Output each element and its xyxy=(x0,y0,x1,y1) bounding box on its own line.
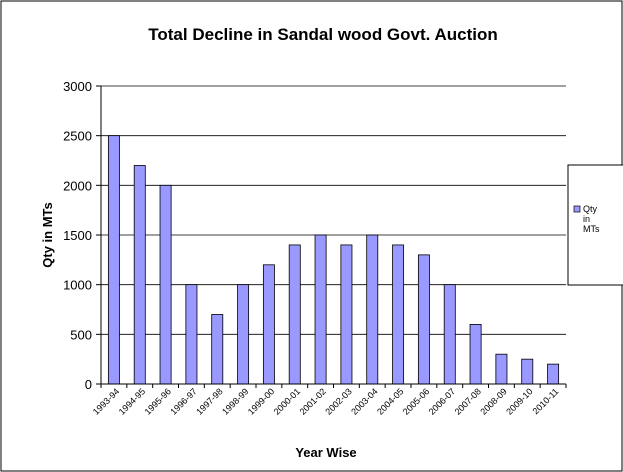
bar-1993-94 xyxy=(107,135,120,385)
bar-1996-97 xyxy=(185,284,198,385)
bar-2007-08 xyxy=(469,323,482,385)
bar-2005-06 xyxy=(417,254,430,385)
y-tick-label: 1000 xyxy=(63,278,92,293)
bar-1997-98 xyxy=(211,314,224,385)
legend-label-line-2: in xyxy=(583,214,590,224)
bars xyxy=(107,135,560,385)
bar-2009-10 xyxy=(521,358,534,385)
legend-box xyxy=(567,164,623,286)
bar-2001-02 xyxy=(314,234,327,385)
legend-label-line-1: Qty xyxy=(583,204,598,214)
bar-1994-95 xyxy=(133,165,146,385)
bar-2000-01 xyxy=(288,244,301,385)
bar-2004-05 xyxy=(392,244,405,385)
bar-2010-11 xyxy=(547,363,560,385)
x-axis-title: Year Wise xyxy=(295,445,356,460)
y-axis-title: Qty in MTs xyxy=(40,202,55,267)
bar-2003-04 xyxy=(366,234,379,385)
legend: Qty in MTs xyxy=(567,164,623,286)
y-tick-label: 2500 xyxy=(63,129,92,144)
gridlines xyxy=(101,85,566,335)
y-tick-label: 1500 xyxy=(63,228,92,243)
y-tick-label: 2000 xyxy=(63,178,92,193)
y-tick-labels: 0 500 1000 1500 2000 2500 3000 xyxy=(63,79,92,392)
bar-2006-07 xyxy=(443,284,456,385)
axes xyxy=(96,85,567,388)
bar-1998-99 xyxy=(237,284,250,385)
y-tick-label: 3000 xyxy=(63,79,92,94)
bar-1995-96 xyxy=(159,184,172,385)
chart-title: Total Decline in Sandal wood Govt. Aucti… xyxy=(148,25,497,44)
bar-1999-00 xyxy=(262,264,275,385)
y-tick-label: 0 xyxy=(85,377,92,392)
bar-2002-03 xyxy=(340,244,353,385)
bar-2008-09 xyxy=(495,353,508,385)
legend-swatch xyxy=(573,205,581,213)
legend-label-line-3: MTs xyxy=(583,224,600,234)
y-tick-label: 500 xyxy=(70,327,92,342)
